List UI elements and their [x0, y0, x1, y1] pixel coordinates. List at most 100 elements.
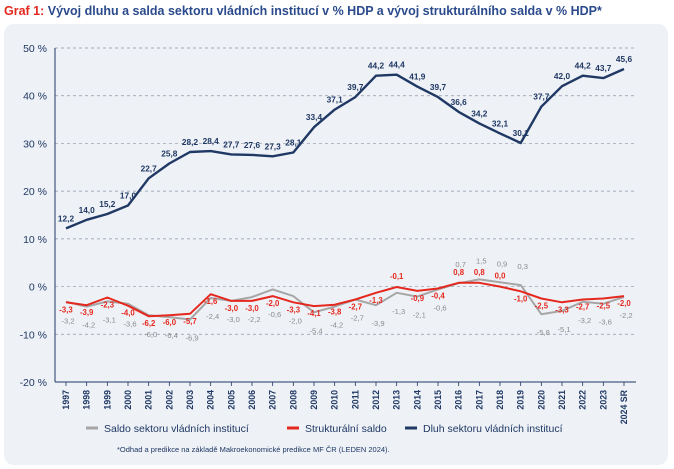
debt-data-label: 37,7	[533, 92, 550, 102]
structural-data-label: -3,3	[59, 305, 73, 314]
x-tick-label: 2003	[185, 390, 195, 410]
x-tick-label: 2024 SR	[619, 389, 629, 424]
balance-data-label: -2,4	[206, 312, 219, 321]
balance-data-label: -6,0	[144, 330, 157, 339]
debt-data-label: 44,2	[368, 61, 385, 71]
debt-data-label: 28,1	[285, 137, 302, 147]
balance-data-label: -1,3	[392, 307, 405, 316]
x-tick-label: 2019	[516, 390, 526, 410]
legend: Saldo sektoru vládních institucí Struktur…	[86, 423, 563, 435]
structural-data-label: -1,0	[514, 294, 528, 303]
balance-data-label: 0,3	[517, 262, 528, 271]
x-tick-label: 2001	[144, 390, 154, 410]
balance-data-label: -6,9	[185, 333, 198, 342]
balance-data-label: -2,2	[247, 315, 260, 324]
structural-data-label: -0,4	[431, 291, 445, 300]
balance-data-label: -3,1	[103, 315, 116, 324]
debt-data-label: 45,6	[616, 54, 633, 64]
balance-data-label: -3,2	[61, 316, 74, 325]
y-tick-label: 10 %	[23, 234, 47, 246]
x-tick-label: 2009	[309, 390, 319, 410]
debt-data-label: 28,4	[203, 136, 220, 146]
x-axis: 1997 1998 1999 2000 2001 2002 2003 2004 2005 2006…	[55, 381, 636, 424]
x-tick-label: 2011	[350, 390, 360, 409]
y-tick-label: 30 %	[23, 138, 47, 150]
debt-data-label: 39,7	[430, 82, 447, 92]
x-tick-label: 2018	[495, 390, 505, 410]
balance-data-label: -5,1	[557, 325, 570, 334]
balance-data-label: -3,9	[371, 319, 384, 328]
balance-data-label: -3,6	[599, 318, 612, 327]
x-tick-label: 2015	[433, 390, 443, 410]
debt-data-label: 37,1	[327, 95, 344, 105]
structural-data-label: -0,1	[390, 272, 404, 281]
x-tick-label: 2007	[268, 390, 278, 410]
x-tick-label: 2023	[598, 390, 608, 410]
y-tick-label: 0 %	[29, 282, 47, 294]
x-tick-label: 1997	[61, 390, 71, 410]
structural-data-label: -2,3	[101, 301, 115, 310]
structural-data-label: -6,2	[142, 319, 156, 328]
structural-data-label: 0,0	[495, 272, 507, 281]
balance-data-label: -4,2	[330, 321, 343, 330]
y-tick-label: 20 %	[23, 186, 47, 198]
structural-data-label: -3,8	[328, 308, 342, 317]
footnote: *Odhad a predikce na základě Makroekonom…	[117, 445, 390, 454]
debt-data-label: 22,7	[141, 163, 158, 173]
x-tick-label: 2010	[330, 390, 340, 410]
x-tick-label: 2006	[247, 390, 257, 410]
debt-data-label: 27,3	[265, 141, 282, 151]
debt-data-label: 39,7	[347, 82, 364, 92]
structural-data-label: -5,7	[183, 317, 196, 326]
x-tick-label: 2000	[123, 390, 133, 410]
balance-data-label: -4,2	[82, 321, 95, 330]
chart-panel	[4, 24, 668, 465]
debt-data-label: 17,0	[120, 190, 137, 200]
structural-data-label: 0,8	[474, 268, 486, 277]
y-tick-label: 50 %	[23, 43, 47, 55]
legend-label: Dluh sektoru vládních institucí	[423, 423, 563, 435]
debt-data-label: 41,9	[409, 72, 426, 82]
x-tick-label: 1998	[82, 390, 92, 410]
balance-data-label: -0,6	[268, 310, 281, 319]
structural-data-label: -2,7	[576, 302, 589, 311]
balance-data-label: 0,9	[497, 259, 508, 268]
x-tick-label: 2004	[206, 390, 216, 410]
x-tick-label: 2005	[226, 390, 236, 410]
structural-data-label: -4,1	[307, 309, 321, 318]
data-labels: 12,2 14,015,2 17,0 22,725,8 28,2 28,4 27,7 27,6…	[58, 54, 633, 343]
x-tick-label: 2017	[474, 390, 484, 410]
x-tick-label: 2020	[536, 390, 546, 410]
debt-data-label: 27,7	[223, 139, 240, 149]
structural-data-label: -2,5	[535, 302, 549, 311]
structural-data-label: -3,3	[555, 305, 569, 314]
y-tick-label: -20 %	[20, 377, 47, 389]
balance-data-label: 1,5	[476, 256, 487, 265]
x-tick-label: 2022	[578, 390, 588, 410]
balance-data-label: -2,2	[619, 311, 632, 320]
chart-title: Graf 1: Vývoj dluhu a salda sektoru vlád…	[4, 4, 602, 18]
x-tick-label: 2014	[412, 390, 422, 410]
balance-data-label: -0,6	[433, 303, 446, 312]
x-tick-label: 2016	[454, 390, 464, 410]
structural-data-label: -3,3	[287, 305, 301, 314]
debt-data-label: 30,1	[513, 128, 530, 138]
balance-data-label: -5,4	[309, 326, 322, 335]
structural-data-label: -3,9	[80, 308, 94, 317]
debt-data-label: 27,6	[244, 140, 261, 150]
structural-data-label: 0,8	[453, 268, 465, 277]
balance-data-label: -2,7	[351, 313, 364, 322]
series-line-dluh-sektoru-vládních-institucí	[65, 67, 625, 230]
debt-data-label: 43,7	[595, 63, 612, 73]
balance-data-label: -3,0	[227, 315, 240, 324]
x-tick-label: 2008	[288, 390, 298, 410]
balance-data-label: -3,6	[123, 320, 136, 329]
balance-data-label: -2,1	[413, 311, 426, 320]
x-tick-label: 1999	[102, 390, 112, 410]
structural-data-label: -6,0	[163, 318, 177, 327]
debt-data-label: 36,6	[451, 97, 468, 107]
debt-data-label: 32,1	[492, 118, 509, 128]
x-tick-label: 2012	[371, 390, 381, 410]
structural-data-label: -1,3	[369, 296, 383, 305]
